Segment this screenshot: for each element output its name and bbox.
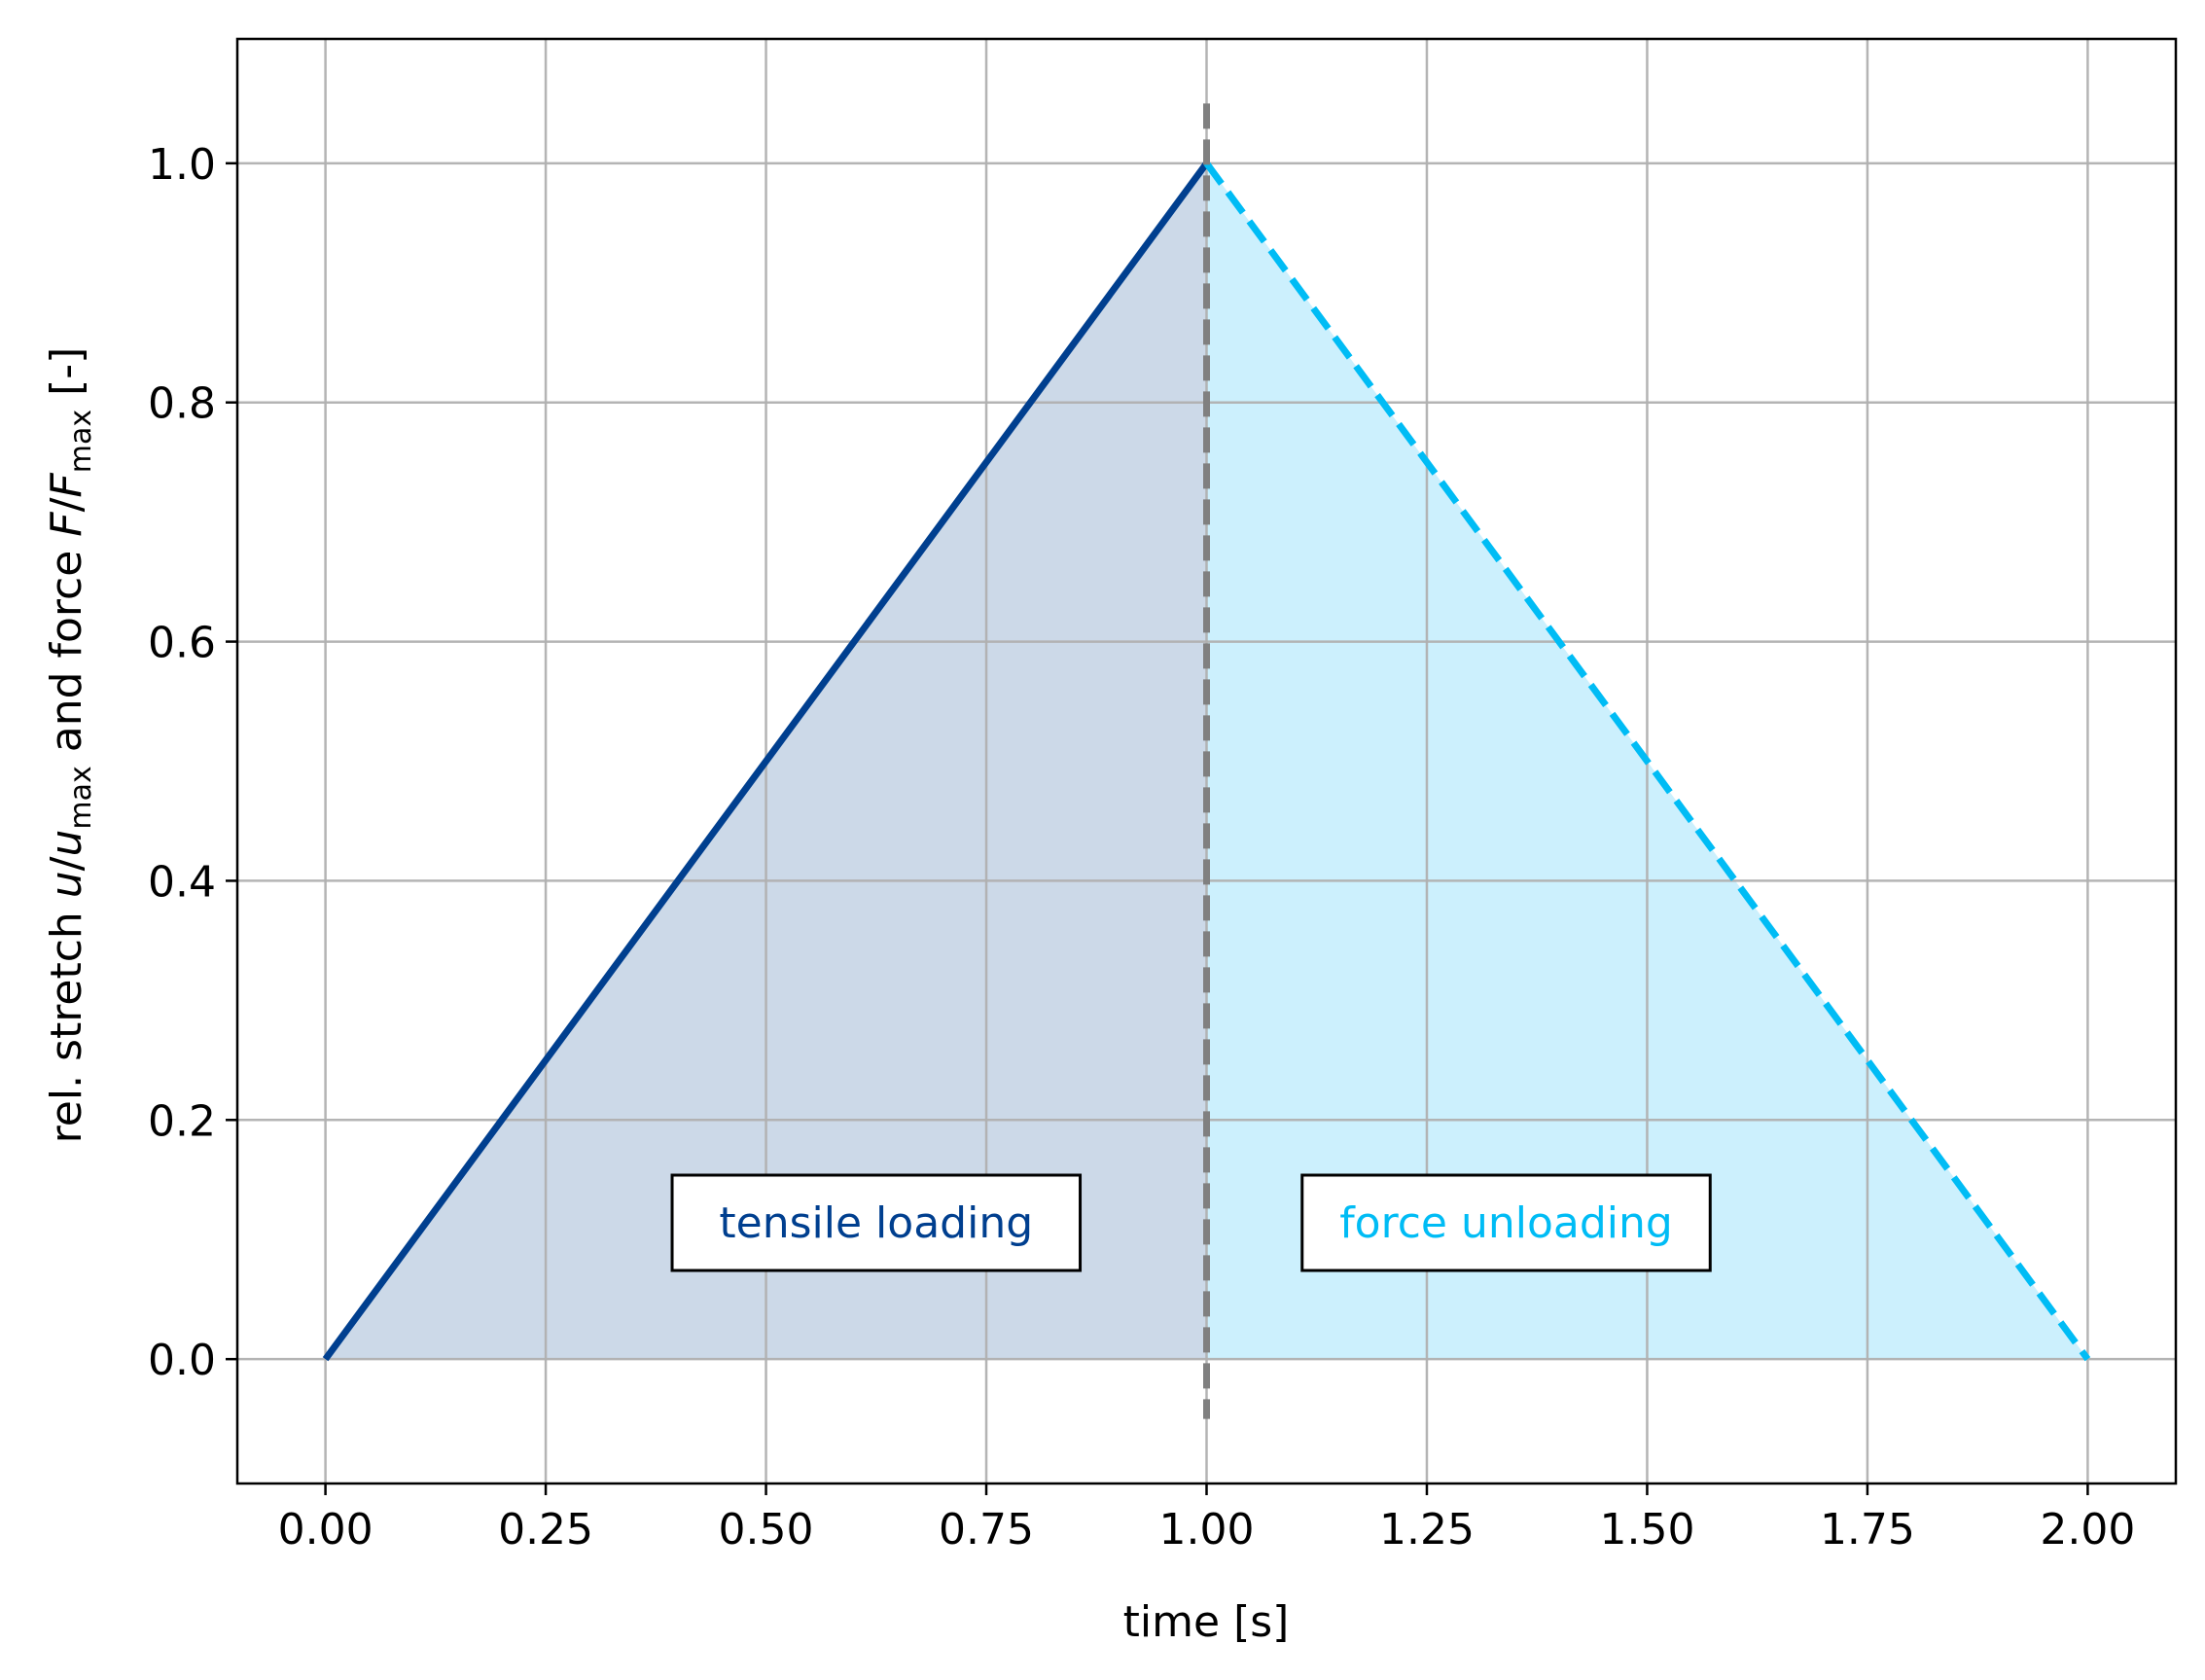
y-tick-label-3: 0.6 [148, 619, 216, 668]
x-tick-label-4: 1.00 [1159, 1505, 1255, 1555]
annotation-label-1: tensile loading [719, 1198, 1033, 1248]
y-tick-label-0: 0.0 [148, 1336, 216, 1385]
annotations: tensile loading force unloading [670, 1173, 1712, 1272]
y-tick-label-5: 1.0 [148, 140, 216, 190]
series-lines [322, 103, 2091, 1419]
series-line-1 [322, 161, 1210, 1362]
x-tick-label-3: 0.75 [939, 1505, 1034, 1555]
x-tick-label-1: 0.25 [498, 1505, 593, 1555]
x-axis-label: time [s] [1123, 1597, 1290, 1647]
x-tick-label-2: 0.50 [719, 1505, 814, 1555]
annotation-box-1 [670, 1173, 1083, 1272]
y-tick-label-1: 0.2 [148, 1096, 216, 1146]
x-tick-label-0: 0.00 [278, 1505, 373, 1555]
annotation-label-2: force unloading [1339, 1198, 1673, 1248]
ticks: 0.00 0.25 0.50 0.75 1.00 1.25 1.50 1.75 2.00 0.0 0… [148, 140, 2135, 1555]
y-tick-label-2: 0.4 [148, 857, 216, 907]
series-line-2 [1203, 161, 2091, 1362]
y-axis-label: rel. stretch u/umax and force F/Fmax [-] [42, 347, 98, 1144]
x-tick-label-5: 1.25 [1379, 1505, 1475, 1555]
annotation-box-2 [1300, 1173, 1712, 1272]
x-tick-label-6: 1.50 [1599, 1505, 1694, 1555]
y-tick-label-4: 0.8 [148, 379, 216, 429]
x-tick-label-8: 2.00 [2040, 1505, 2135, 1555]
x-tick-label-7: 1.75 [1820, 1505, 1915, 1555]
